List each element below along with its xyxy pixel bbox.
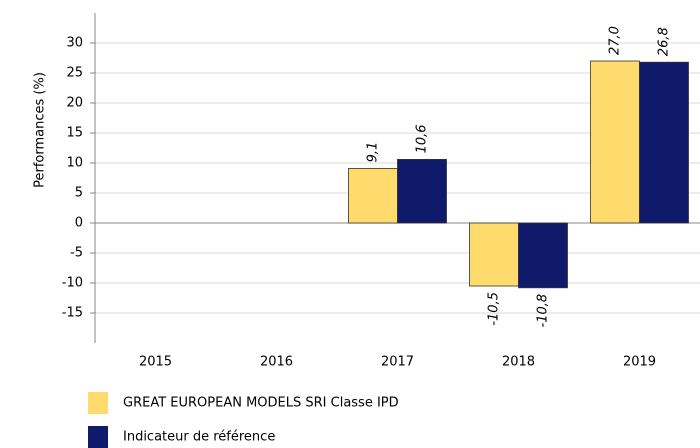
y-tick-label: -10	[62, 276, 83, 291]
value-label: -10,8	[536, 294, 551, 328]
bar	[397, 158, 447, 224]
x-tick-label: 2015	[139, 355, 172, 370]
value-label: 9,1	[365, 142, 380, 163]
bar	[639, 61, 689, 224]
value-label: -10,5	[486, 292, 501, 326]
legend-label: GREAT EUROPEAN MODELS SRI Classe IPD	[123, 396, 399, 411]
legend-label: Indicateur de référence	[123, 430, 275, 445]
x-tick-label: 2019	[623, 355, 656, 370]
y-tick-label: 15	[66, 126, 83, 141]
value-label: 26,8	[657, 27, 672, 56]
legend-swatch	[88, 426, 108, 448]
y-tick-label: 30	[66, 36, 83, 51]
y-axis-label: Performances (%)	[33, 72, 48, 188]
value-label: 27,0	[607, 26, 622, 55]
y-tick-label: 10	[66, 156, 83, 171]
value-label: 10,6	[415, 124, 430, 153]
y-tick-label: 20	[66, 96, 83, 111]
x-tick-label: 2017	[381, 355, 414, 370]
y-tick-label: 0	[75, 216, 83, 231]
legend-swatch	[88, 392, 108, 414]
y-tick-label: -15	[62, 306, 83, 321]
bar	[469, 222, 519, 287]
bar	[348, 167, 398, 224]
x-tick-label: 2018	[502, 355, 535, 370]
bar	[590, 60, 640, 224]
y-tick-label: 5	[75, 186, 83, 201]
y-tick-label: 25	[66, 66, 83, 81]
bar	[518, 222, 568, 289]
x-tick-label: 2016	[260, 355, 293, 370]
y-tick-label: -5	[70, 246, 83, 261]
